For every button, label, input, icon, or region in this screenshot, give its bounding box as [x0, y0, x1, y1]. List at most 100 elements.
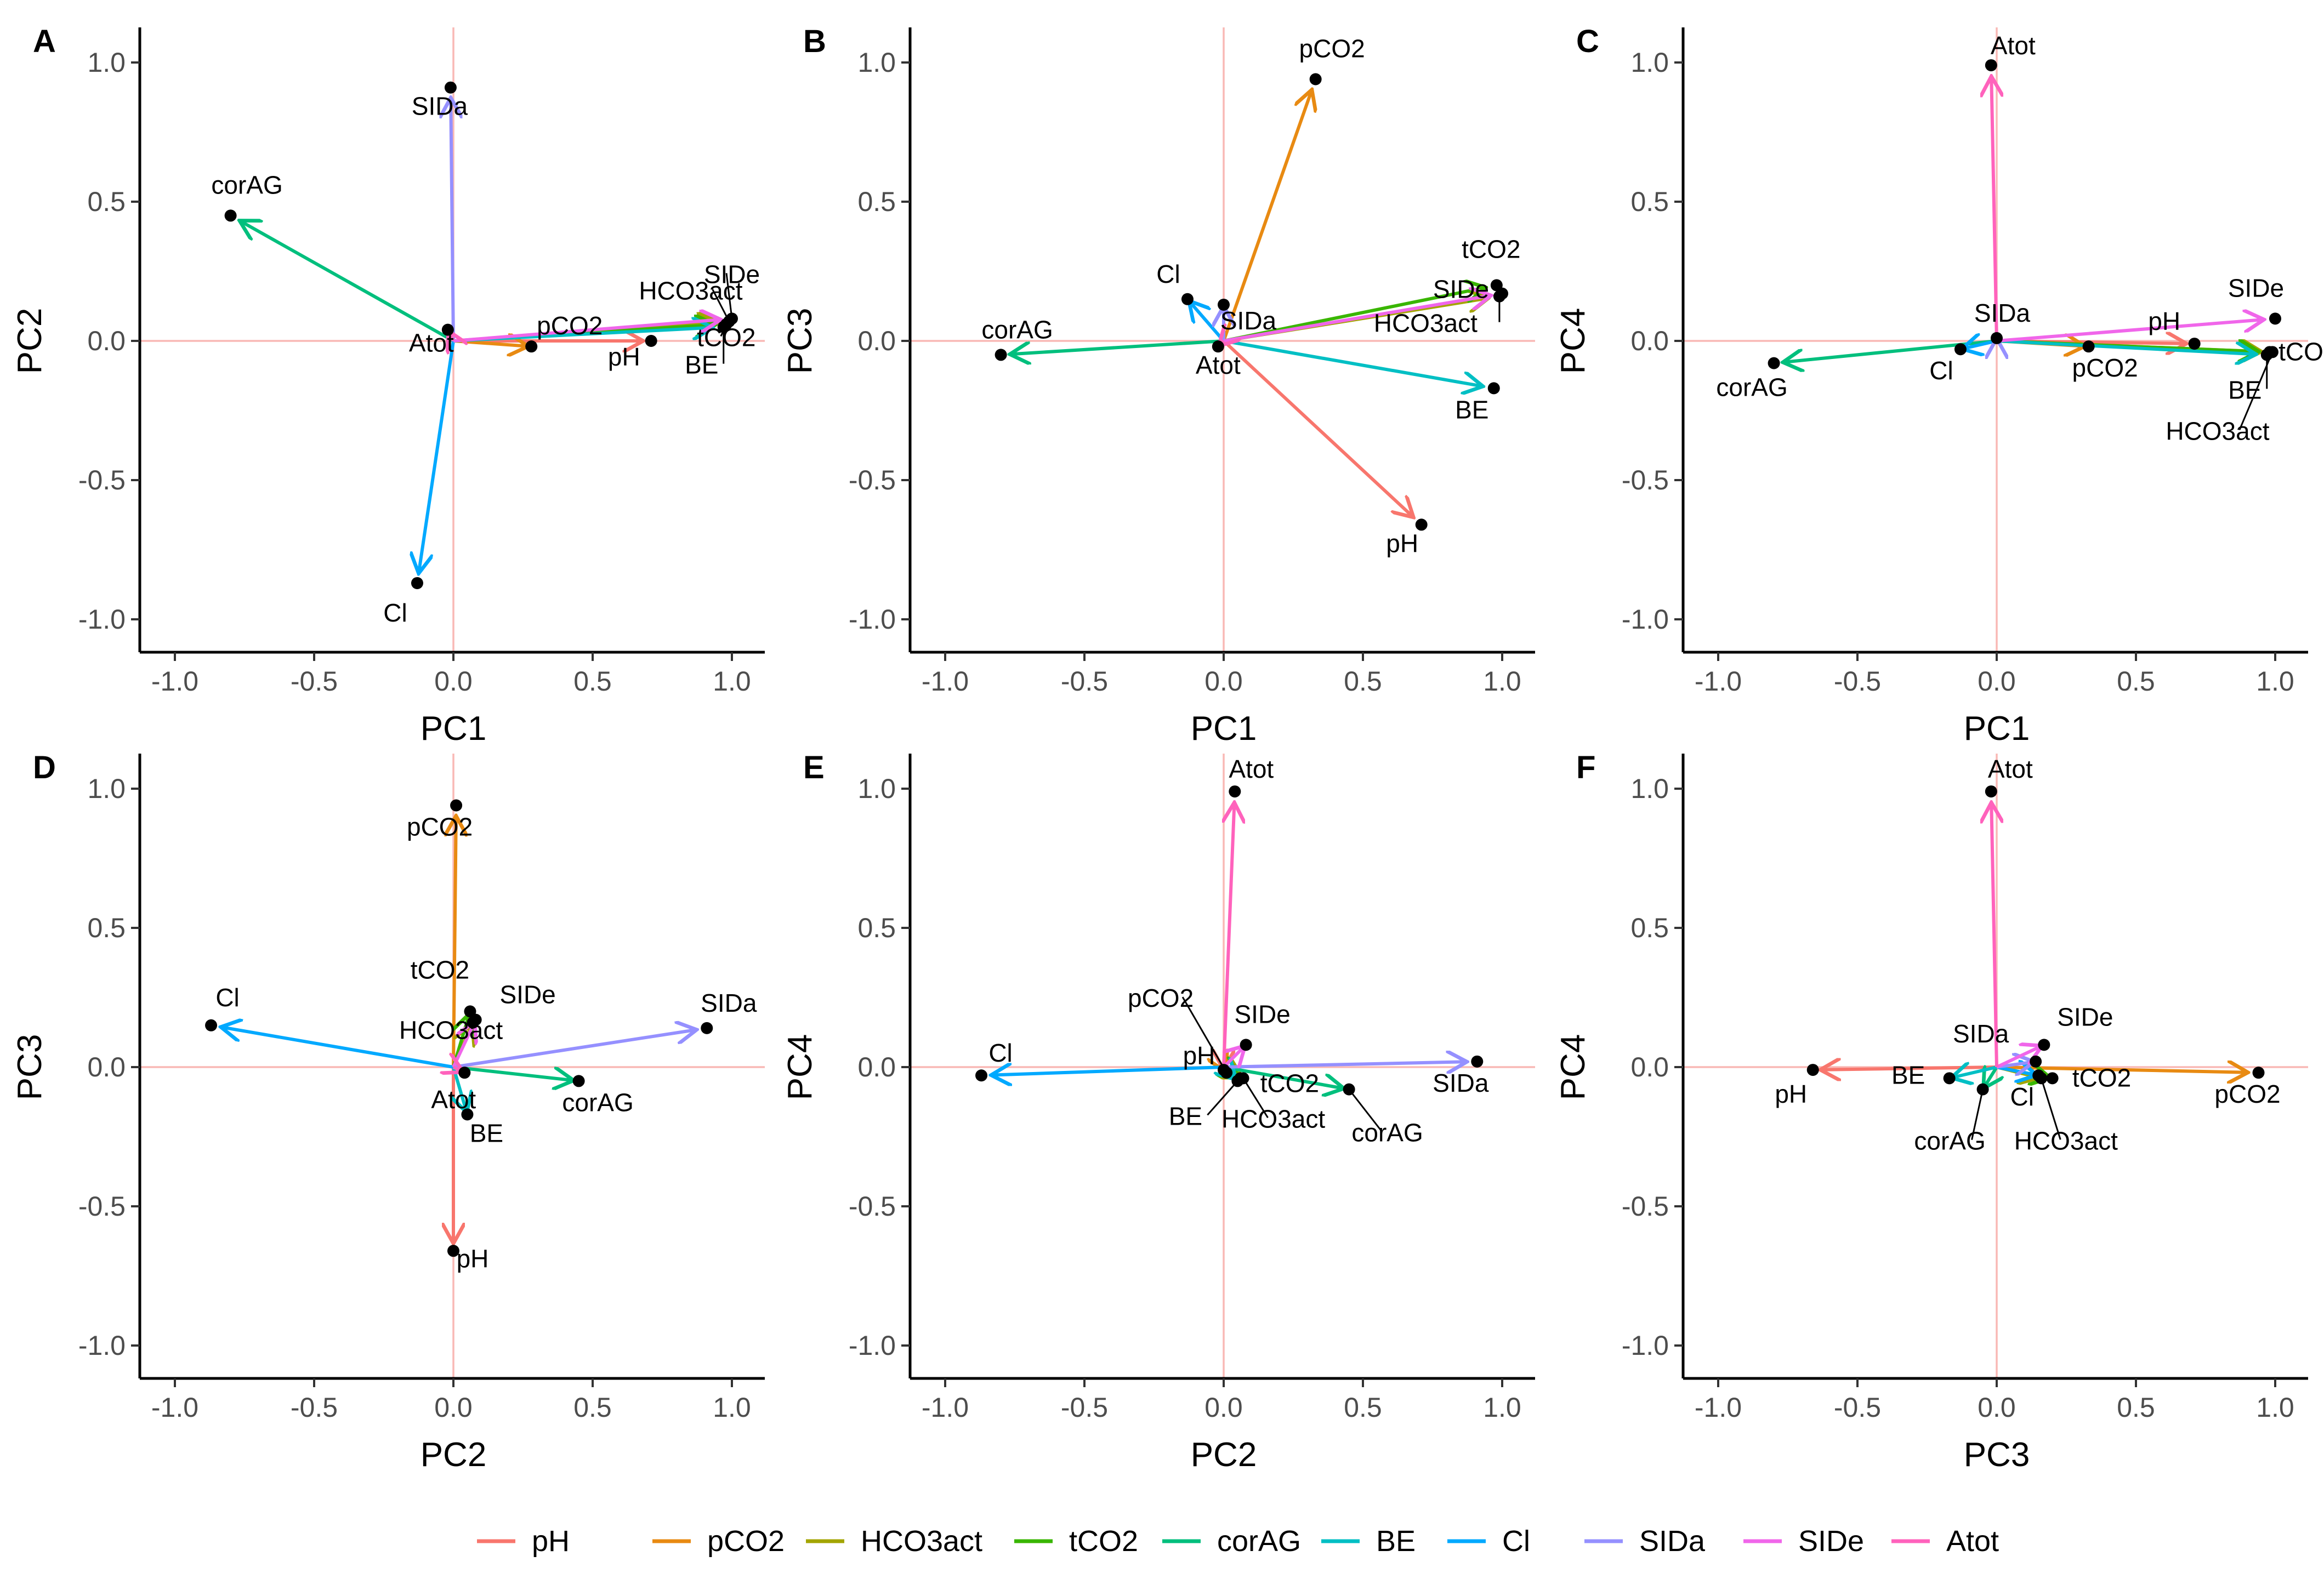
- point-label-SIDa: SIDa: [1433, 1069, 1489, 1097]
- legend-entry-SIDa: SIDa: [1584, 1525, 1706, 1558]
- point-Atot: [1212, 340, 1224, 353]
- loading-arrow-BE: [1951, 1067, 1997, 1078]
- loading-arrow-pH: [1222, 339, 1413, 517]
- legend-label: tCO2: [1069, 1525, 1138, 1558]
- x-tick-label: -1.0: [922, 1392, 969, 1423]
- point-label-Atot: Atot: [431, 1085, 476, 1114]
- point-label-pH: pH: [608, 343, 640, 371]
- legend-entry-BE: BE: [1321, 1525, 1416, 1558]
- point-BE: [1487, 382, 1500, 395]
- point-label-pCO2: pCO2: [1299, 34, 1365, 62]
- panel-letter: E: [803, 750, 825, 785]
- y-tick-label: 0.0: [87, 326, 126, 356]
- y-tick-label: 1.0: [857, 773, 896, 804]
- point-SIDa: [1218, 298, 1230, 311]
- legend-label: corAG: [1217, 1525, 1301, 1558]
- point-label-SIDe: SIDe: [1235, 1000, 1291, 1028]
- y-tick-label: -1.0: [1622, 604, 1669, 635]
- y-axis-title: PC4: [1554, 308, 1592, 374]
- loading-arrow-Atot: [1991, 802, 1997, 1068]
- point-pCO2: [2082, 340, 2095, 353]
- point-SIDa: [1471, 1055, 1484, 1068]
- x-tick-label: -1.0: [1695, 666, 1742, 697]
- legend-label: HCO3act: [861, 1525, 982, 1558]
- point-SIDa: [444, 81, 457, 94]
- point-pH: [1806, 1064, 1819, 1076]
- point-label-BE: BE: [470, 1119, 503, 1147]
- y-axis-title: PC2: [11, 308, 49, 374]
- legend-entry-pCO2: pCO2: [652, 1525, 785, 1558]
- loading-arrow-SIDe: [1223, 295, 1491, 343]
- point-Cl: [205, 1019, 218, 1031]
- legend-label: Atot: [1946, 1525, 1999, 1558]
- y-tick-label: -1.0: [849, 1330, 896, 1361]
- point-pCO2: [1309, 73, 1322, 85]
- point-label-SIDa: SIDa: [701, 989, 757, 1017]
- x-tick-label: 0.5: [2117, 1392, 2155, 1423]
- label-leader: [1348, 1088, 1383, 1132]
- point-label-corAG: corAG: [981, 315, 1053, 344]
- y-tick-label: 0.0: [857, 1052, 896, 1082]
- y-tick-label: -0.5: [849, 1191, 896, 1222]
- point-pCO2: [525, 340, 538, 353]
- point-Atot: [1985, 59, 1997, 72]
- loading-arrow-corAG: [240, 221, 454, 343]
- x-axis-title: PC2: [1191, 1436, 1257, 1474]
- point-label-SIDe: SIDe: [1433, 275, 1489, 304]
- point-tCO2: [2046, 1072, 2059, 1085]
- point-label-HCO3act: HCO3act: [2166, 417, 2269, 445]
- x-tick-label: 0.0: [434, 666, 473, 697]
- panel-letter: C: [1576, 24, 1599, 59]
- point-label-pH: pH: [2148, 307, 2180, 335]
- y-tick-label: 1.0: [87, 47, 126, 78]
- x-tick-label: -0.5: [291, 1392, 338, 1423]
- panel-D: -1.0 -1.0 -0.5 -0.5 0.0 0.0 0.5 0.5 1.0 1.0 PC2 PC3…: [11, 750, 765, 1474]
- label-leader: [2040, 1078, 2061, 1140]
- point-label-SIDe: SIDe: [500, 981, 556, 1009]
- y-tick-label: 0.5: [1630, 913, 1669, 943]
- point-label-corAG: corAG: [211, 170, 282, 199]
- y-tick-label: -0.5: [78, 1191, 126, 1222]
- y-tick-label: 0.0: [857, 326, 896, 356]
- point-label-HCO3act: HCO3act: [1374, 309, 1478, 338]
- point-label-Atot: Atot: [1991, 31, 2036, 60]
- y-tick-label: 0.5: [87, 186, 126, 217]
- x-tick-label: -0.5: [1834, 666, 1881, 697]
- x-tick-label: -1.0: [151, 1392, 198, 1423]
- x-tick-label: 1.0: [2256, 666, 2294, 697]
- x-tick-label: 0.5: [1344, 666, 1382, 697]
- point-label-HCO3act: HCO3act: [639, 276, 742, 305]
- point-label-corAG: corAG: [1914, 1127, 1985, 1155]
- point-label-tCO2: tCO2: [411, 955, 469, 984]
- y-tick-label: 0.5: [87, 913, 126, 943]
- point-label-BE: BE: [1169, 1102, 1202, 1130]
- point-label-BE: BE: [1455, 395, 1488, 424]
- x-tick-label: -1.0: [922, 666, 969, 697]
- point-Atot: [458, 1067, 471, 1079]
- x-tick-label: -0.5: [1061, 1392, 1108, 1423]
- point-SIDe: [2269, 312, 2281, 325]
- loading-arrow-SIDe: [1996, 320, 2264, 343]
- x-tick-label: 1.0: [1483, 666, 1521, 697]
- legend-entry-tCO2: tCO2: [1014, 1525, 1138, 1558]
- point-label-BE: BE: [685, 351, 718, 379]
- legend-entry-SIDe: SIDe: [1743, 1525, 1864, 1558]
- y-tick-label: 0.5: [857, 186, 896, 217]
- point-pH: [447, 1245, 459, 1257]
- point-label-Atot: Atot: [1229, 755, 1274, 783]
- x-tick-label: 0.0: [1204, 1392, 1243, 1423]
- point-BE: [461, 1108, 474, 1121]
- point-label-corAG: corAG: [562, 1088, 633, 1116]
- legend-label: pCO2: [707, 1525, 785, 1558]
- panel-E: -1.0 -1.0 -0.5 -0.5 0.0 0.0 0.5 0.5 1.0 1.0 PC2 PC4…: [781, 750, 1535, 1474]
- point-corAG: [1768, 357, 1780, 369]
- point-label-SIDa: SIDa: [1974, 299, 2031, 327]
- loading-arrow-Cl: [419, 340, 455, 573]
- legend-entry-HCO3act: HCO3act: [806, 1525, 982, 1558]
- x-axis-title: PC3: [1964, 1436, 2030, 1474]
- point-pH: [2188, 338, 2201, 350]
- y-tick-label: 0.5: [857, 913, 896, 943]
- loading-arrow-Cl: [221, 1027, 454, 1069]
- point-label-SIDa: SIDa: [1220, 306, 1277, 335]
- x-axis-title: PC1: [1964, 710, 2030, 748]
